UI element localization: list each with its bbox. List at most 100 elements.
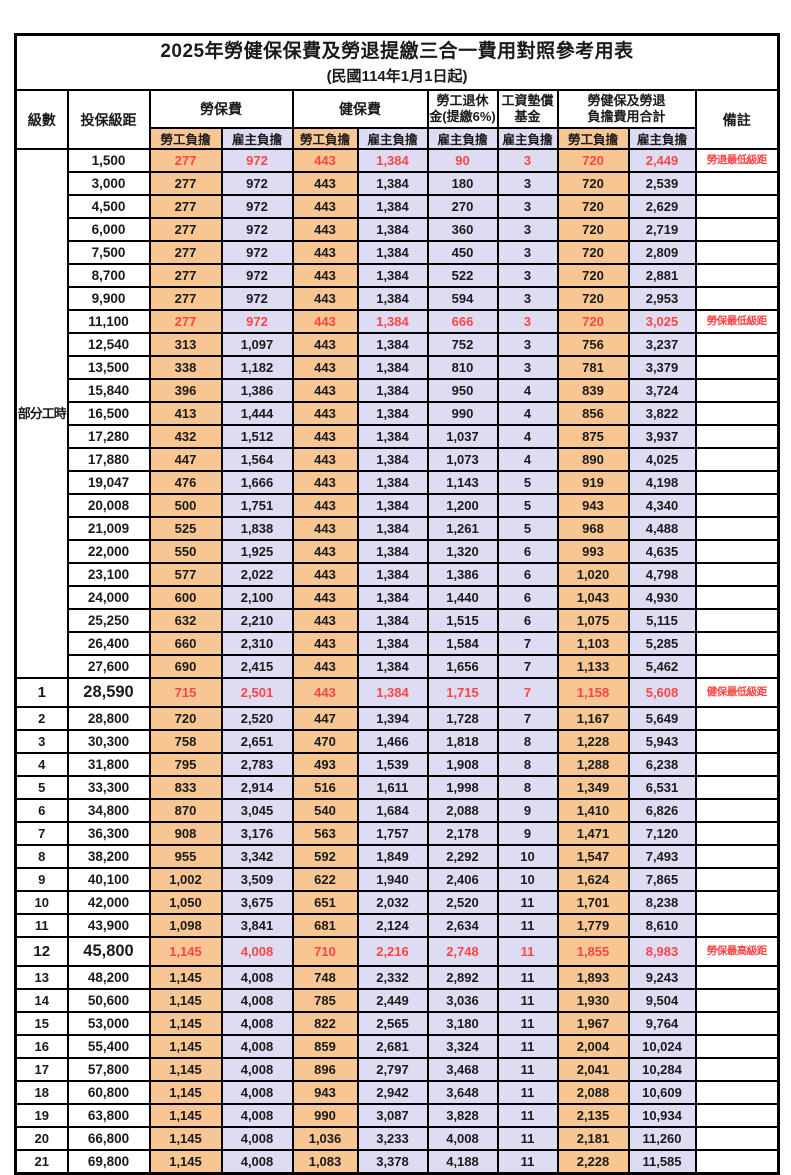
cell-bracket: 12,540 <box>66 332 151 357</box>
cell-health-employer: 1,384 <box>356 562 429 587</box>
cell-total-employer: 3,025 <box>627 309 697 334</box>
table-row: 20 66,800 1,145 4,008 1,036 3,233 4,008 11 2,181… <box>14 1126 780 1151</box>
cell-remark: 勞保最高級距 <box>694 936 780 967</box>
cell-total-employer: 11,260 <box>627 1126 697 1151</box>
cell-level: 4 <box>14 752 69 777</box>
cell-labor-employee: 600 <box>148 585 223 610</box>
cell-labor-employee: 1,145 <box>148 1057 223 1082</box>
header-wage-fund: 工資墊償 基金 <box>496 89 559 129</box>
cell-pension-employer: 2,892 <box>426 965 499 990</box>
cell-health-employee: 710 <box>291 936 359 967</box>
cell-pension-employer: 1,818 <box>426 729 499 754</box>
table-row: 11,100 277 972 443 1,384 666 3 720 3,025 勞保最低級距 <box>16 309 780 334</box>
cell-remark <box>694 539 780 564</box>
cell-pension-employer: 1,037 <box>426 424 499 449</box>
cell-pension-employer: 360 <box>426 217 499 242</box>
cell-remark <box>694 752 780 777</box>
cell-labor-employer: 4,008 <box>220 1057 294 1082</box>
cell-health-employee: 493 <box>291 752 359 777</box>
cell-labor-employer: 4,008 <box>220 1103 294 1128</box>
cell-fund-employer: 3 <box>496 286 559 311</box>
cell-fund-employer: 3 <box>496 309 559 334</box>
cell-health-employer: 1,394 <box>356 706 429 731</box>
cell-bracket: 7,500 <box>66 240 151 265</box>
table-row: 14 50,600 1,145 4,008 785 2,449 3,036 11 1,930 9,… <box>14 988 780 1013</box>
cell-bracket: 13,500 <box>66 355 151 380</box>
cell-health-employer: 1,384 <box>356 378 429 403</box>
cell-remark <box>694 844 780 869</box>
cell-labor-employer: 4,008 <box>220 1011 294 1036</box>
cell-health-employee: 896 <box>291 1057 359 1082</box>
cell-health-employer: 1,384 <box>356 286 429 311</box>
cell-total-employee: 1,624 <box>556 867 630 892</box>
cell-pension-employer: 1,143 <box>426 470 499 495</box>
table-row: 26,400 660 2,310 443 1,384 1,584 7 1,103 5,285 <box>16 631 780 656</box>
cell-total-employer: 4,635 <box>627 539 697 564</box>
cell-remark <box>694 706 780 731</box>
table-row: 5 33,300 833 2,914 516 1,611 1,998 8 1,349 6,531 <box>14 775 780 800</box>
cell-total-employee: 968 <box>556 516 630 541</box>
cell-total-employee: 839 <box>556 378 630 403</box>
cell-labor-employee: 795 <box>148 752 223 777</box>
premium-reference-table: 2025年勞健保保費及勞退提繳三合一費用對照參考用表 (民國114年1月1日起)… <box>14 33 781 1175</box>
cell-fund-employer: 3 <box>496 263 559 288</box>
cell-health-employer: 3,233 <box>356 1126 429 1151</box>
cell-fund-employer: 11 <box>496 1126 559 1151</box>
cell-pension-employer: 450 <box>426 240 499 265</box>
cell-fund-employer: 9 <box>496 821 559 846</box>
cell-bracket: 27,600 <box>66 654 151 679</box>
cell-health-employee: 822 <box>291 1011 359 1036</box>
cell-fund-employer: 5 <box>496 516 559 541</box>
header-pension: 勞工退休 金(提繳6%) <box>426 89 499 129</box>
cell-pension-employer: 1,728 <box>426 706 499 731</box>
header-wage-fund-line2: 基金 <box>514 109 541 124</box>
cell-total-employer: 10,609 <box>627 1080 697 1105</box>
cell-health-employee: 563 <box>291 821 359 846</box>
cell-pension-employer: 180 <box>426 171 499 196</box>
cell-pension-employer: 1,584 <box>426 631 499 656</box>
cell-total-employer: 3,237 <box>627 332 697 357</box>
cell-total-employee: 720 <box>556 217 630 242</box>
cell-health-employee: 990 <box>291 1103 359 1128</box>
table-row: 16 55,400 1,145 4,008 859 2,681 3,324 11 2,004 10… <box>14 1034 780 1059</box>
table-row: 部分工時 1,500 277 972 443 1,384 90 3 720 2,449 勞退最低級距 <box>14 148 780 679</box>
cell-bracket: 8,700 <box>66 263 151 288</box>
cell-health-employee: 443 <box>291 654 359 679</box>
cell-total-employer: 3,724 <box>627 378 697 403</box>
table-row: 4,500 277 972 443 1,384 270 3 720 2,629 <box>16 194 780 219</box>
cell-level: 9 <box>14 867 69 892</box>
table-row: 2 28,800 720 2,520 447 1,394 1,728 7 1,167 5,649 <box>14 706 780 731</box>
cell-level: 8 <box>14 844 69 869</box>
cell-pension-employer: 2,088 <box>426 798 499 823</box>
cell-pension-employer: 594 <box>426 286 499 311</box>
table-row: 13,500 338 1,182 443 1,384 810 3 781 3,379 <box>16 355 780 380</box>
cell-health-employer: 1,384 <box>356 401 429 426</box>
cell-fund-employer: 6 <box>496 585 559 610</box>
cell-total-employer: 5,649 <box>627 706 697 731</box>
cell-labor-employee: 1,145 <box>148 988 223 1013</box>
cell-labor-employee: 1,145 <box>148 965 223 990</box>
cell-health-employee: 443 <box>291 447 359 472</box>
cell-bracket: 19,047 <box>66 470 151 495</box>
cell-total-employer: 6,531 <box>627 775 697 800</box>
cell-health-employer: 1,684 <box>356 798 429 823</box>
cell-pension-employer: 1,386 <box>426 562 499 587</box>
cell-fund-employer: 5 <box>496 470 559 495</box>
cell-labor-employee: 277 <box>148 286 223 311</box>
cell-health-employer: 2,797 <box>356 1057 429 1082</box>
cell-fund-employer: 4 <box>496 378 559 403</box>
cell-fund-employer: 7 <box>496 631 559 656</box>
cell-health-employer: 1,384 <box>356 355 429 380</box>
cell-labor-employee: 660 <box>148 631 223 656</box>
cell-total-employer: 4,798 <box>627 562 697 587</box>
cell-health-employer: 2,449 <box>356 988 429 1013</box>
cell-fund-employer: 11 <box>496 913 559 938</box>
cell-bracket: 9,900 <box>66 286 151 311</box>
cell-labor-employer: 972 <box>220 286 294 311</box>
cell-total-employee: 1,158 <box>556 677 630 708</box>
cell-health-employee: 443 <box>291 240 359 265</box>
cell-pension-employer: 2,292 <box>426 844 499 869</box>
cell-total-employer: 9,504 <box>627 988 697 1013</box>
cell-pension-employer: 1,073 <box>426 447 499 472</box>
cell-pension-employer: 522 <box>426 263 499 288</box>
